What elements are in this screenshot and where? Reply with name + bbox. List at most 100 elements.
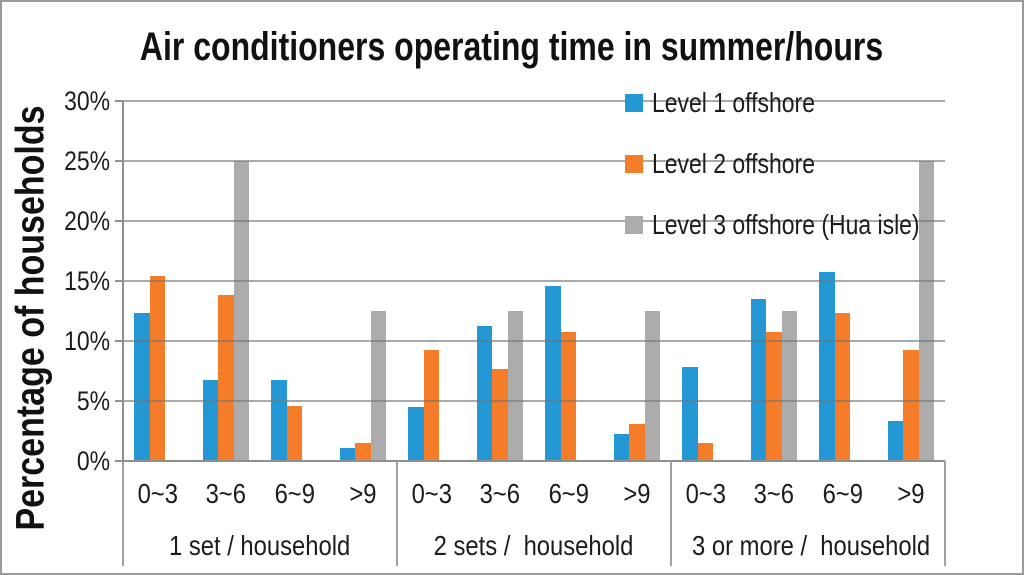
category-divider-2 — [670, 461, 672, 566]
y-tick-mark-5% — [115, 400, 123, 402]
y-tick-mark-0% — [115, 460, 123, 462]
bar-level-3-offshore-hua-isle-1-set-household-3-6 — [233, 161, 249, 461]
bar-level-1-offshore-2-sets-household-6-9 — [545, 285, 561, 461]
legend-item-level-3-offshore-hua-isle: Level 3 offshore (Hua isle) — [625, 210, 978, 240]
y-tick-mark-20% — [115, 220, 123, 222]
category-text: >9 — [897, 478, 925, 509]
legend-label: Level 2 offshore — [652, 149, 851, 179]
bar-level-2-offshore-3-or-more-household-3-6 — [766, 331, 782, 461]
bar-level-2-offshore-3-or-more-household-6-9 — [834, 313, 850, 461]
bar-level-3-offshore-hua-isle-3-or-more-household-9 — [918, 161, 934, 461]
group-text: 1 set / household — [169, 530, 351, 561]
y-tick-text: 0% — [76, 446, 110, 476]
legend-label: Level 1 offshore — [652, 88, 851, 118]
bar-level-2-offshore-2-sets-household-0-3 — [423, 350, 439, 461]
bar-level-1-offshore-1-set-household-9 — [339, 447, 355, 461]
category-text: >9 — [623, 478, 651, 509]
x-category-label-3-or-more-household-6-9: 6~9 — [808, 480, 877, 508]
bar-level-1-offshore-3-or-more-household-3-6 — [750, 299, 766, 461]
legend-label-text: Level 1 offshore — [652, 87, 815, 118]
bar-level-1-offshore-3-or-more-household-0-3 — [682, 366, 698, 461]
y-tick-text: 15% — [64, 266, 110, 296]
x-category-label-2-sets-household-0-3: 0~3 — [397, 480, 466, 508]
bar-level-1-offshore-3-or-more-household-9 — [887, 420, 903, 461]
legend-swatch-icon — [625, 216, 643, 234]
legend-item-level-1-offshore: Level 1 offshore — [625, 88, 851, 118]
category-text: >9 — [349, 478, 377, 509]
y-tick-label-15%: 15% — [0, 267, 110, 295]
gridline-5% — [123, 400, 945, 402]
gridline-15% — [123, 280, 945, 282]
bar-level-1-offshore-3-or-more-household-6-9 — [819, 272, 835, 461]
bar-level-2-offshore-2-sets-household-9 — [629, 424, 645, 461]
x-category-label-3-or-more-household-9: >9 — [877, 480, 946, 508]
x-category-label-1-set-household-0-3: 0~3 — [123, 480, 192, 508]
y-tick-text: 5% — [76, 386, 110, 416]
bar-level-3-offshore-hua-isle-1-set-household-9 — [370, 311, 386, 461]
x-category-label-1-set-household-9: >9 — [329, 480, 398, 508]
bar-level-1-offshore-2-sets-household-9 — [613, 434, 629, 461]
x-category-label-2-sets-household-9: >9 — [603, 480, 672, 508]
bar-level-3-offshore-hua-isle-2-sets-household-9 — [644, 311, 660, 461]
bar-level-1-offshore-2-sets-household-3-6 — [476, 326, 492, 461]
y-tick-label-5%: 5% — [0, 387, 110, 415]
y-tick-text: 25% — [64, 146, 110, 176]
category-text: 3~6 — [753, 478, 794, 509]
category-text: 6~9 — [548, 478, 589, 509]
category-divider-3 — [944, 461, 946, 566]
gridline-20% — [123, 220, 945, 222]
y-tick-label-20%: 20% — [0, 207, 110, 235]
y-tick-mark-10% — [115, 340, 123, 342]
x-category-label-3-or-more-household-3-6: 3~6 — [740, 480, 809, 508]
legend-item-level-2-offshore: Level 2 offshore — [625, 149, 851, 179]
category-divider-1 — [396, 461, 398, 566]
category-text: 3~6 — [205, 478, 246, 509]
bar-level-2-offshore-1-set-household-6-9 — [286, 405, 302, 461]
y-tick-mark-30% — [115, 100, 123, 102]
category-divider-0 — [122, 461, 124, 566]
group-text: 3 or more / household — [692, 530, 931, 561]
category-text: 0~3 — [685, 478, 726, 509]
bar-level-2-offshore-1-set-household-0-3 — [149, 276, 165, 461]
gridline-25% — [123, 160, 945, 162]
bar-level-3-offshore-hua-isle-3-or-more-household-3-6 — [781, 311, 797, 461]
bar-level-1-offshore-1-set-household-0-3 — [134, 312, 150, 461]
legend-label-text: Level 2 offshore — [652, 148, 815, 179]
x-category-label-2-sets-household-3-6: 3~6 — [466, 480, 535, 508]
y-tick-label-0%: 0% — [0, 447, 110, 475]
x-axis-line — [115, 460, 945, 462]
category-text: 3~6 — [479, 478, 520, 509]
bar-level-2-offshore-2-sets-household-3-6 — [492, 368, 508, 461]
y-tick-label-30%: 30% — [0, 87, 110, 115]
legend-swatch-icon — [625, 155, 643, 173]
y-tick-text: 30% — [64, 86, 110, 116]
y-tick-label-10%: 10% — [0, 327, 110, 355]
bar-level-3-offshore-hua-isle-2-sets-household-3-6 — [507, 311, 523, 461]
gridline-10% — [123, 340, 945, 342]
bar-level-1-offshore-2-sets-household-0-3 — [408, 407, 424, 461]
gridline-30% — [123, 100, 945, 102]
bar-level-2-offshore-3-or-more-household-9 — [903, 350, 919, 461]
group-text: 2 sets / household — [434, 530, 634, 561]
legend-swatch-icon — [625, 94, 643, 112]
x-group-label-2-sets-household: 2 sets / household — [397, 532, 671, 560]
y-tick-mark-15% — [115, 280, 123, 282]
bar-level-1-offshore-1-set-household-6-9 — [271, 380, 287, 461]
legend-label: Level 3 offshore (Hua isle) — [652, 210, 978, 240]
x-category-label-2-sets-household-6-9: 6~9 — [534, 480, 603, 508]
x-category-label-1-set-household-3-6: 3~6 — [192, 480, 261, 508]
chart-title: Air conditioners operating time in summe… — [140, 25, 884, 69]
bar-level-2-offshore-2-sets-household-6-9 — [560, 331, 576, 461]
y-tick-mark-25% — [115, 160, 123, 162]
x-group-label-3-or-more-household: 3 or more / household — [671, 532, 945, 560]
x-category-label-3-or-more-household-0-3: 0~3 — [671, 480, 740, 508]
y-tick-label-25%: 25% — [0, 147, 110, 175]
y-tick-text: 10% — [64, 326, 110, 356]
category-text: 6~9 — [274, 478, 315, 509]
y-axis-line — [122, 101, 124, 461]
category-text: 6~9 — [822, 478, 863, 509]
y-tick-text: 20% — [64, 206, 110, 236]
legend-label-text: Level 3 offshore (Hua isle) — [652, 209, 920, 240]
category-text: 0~3 — [411, 478, 452, 509]
